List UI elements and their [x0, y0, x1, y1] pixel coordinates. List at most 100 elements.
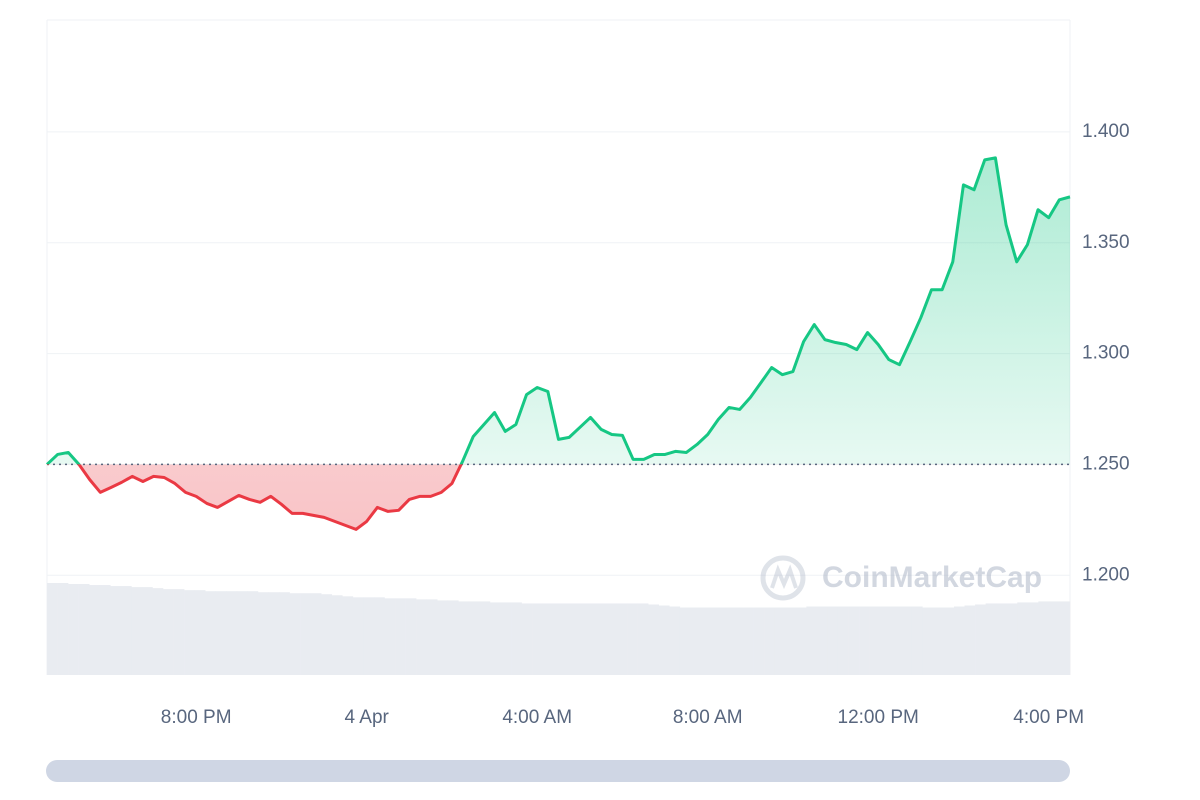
volume-bar [447, 600, 459, 675]
volume-bar [953, 606, 965, 675]
x-tick-label: 8:00 PM [161, 707, 232, 728]
volume-bar [173, 589, 185, 675]
volume-bar [616, 603, 628, 675]
volume-bar [141, 587, 153, 675]
volume-bar [268, 592, 280, 675]
volume-bar [437, 600, 449, 675]
volume-bar [78, 584, 90, 675]
volume-bar [690, 607, 702, 675]
volume-bar [584, 603, 596, 675]
volume-bar [869, 606, 881, 675]
volume-bar [489, 602, 501, 675]
volume-bar [363, 597, 375, 675]
volume-bars [47, 583, 1071, 675]
volume-bar [247, 591, 259, 675]
volume-bar [669, 606, 681, 675]
volume-bar [880, 606, 892, 675]
volume-bar [732, 607, 744, 675]
volume-bar [458, 601, 470, 675]
volume-bar [806, 606, 818, 675]
volume-bar [194, 590, 206, 675]
watermark: CoinMarketCap [822, 561, 1042, 594]
volume-bar [985, 603, 997, 675]
volume-bar [627, 603, 638, 675]
volume-bar [964, 605, 976, 675]
volume-bar [679, 607, 691, 675]
volume-bar [785, 607, 797, 675]
volume-bar [595, 603, 607, 675]
volume-bar [711, 607, 723, 675]
volume-bar [1027, 602, 1039, 675]
volume-bar [384, 598, 396, 675]
y-tick-label: 1.200 [1082, 564, 1130, 585]
volume-bar [816, 606, 828, 675]
volume-bar [226, 591, 238, 675]
volume-bar [479, 601, 491, 675]
volume-bar [395, 598, 406, 675]
volume-bar [1038, 601, 1050, 675]
volume-bar [996, 603, 1008, 675]
volume-bar [721, 607, 733, 675]
volume-bar [542, 603, 554, 675]
volume-bar [342, 596, 354, 675]
volume-bar [321, 594, 333, 675]
volume-bar [120, 586, 132, 675]
volume-bar [110, 586, 122, 675]
x-tick-label: 4 Apr [345, 707, 390, 728]
volume-bar [743, 607, 754, 675]
x-tick-label: 4:00 AM [502, 707, 572, 728]
scrollbar[interactable] [46, 760, 1070, 782]
volume-bar [922, 607, 934, 675]
volume-bar [890, 606, 902, 675]
volume-bar [163, 589, 174, 675]
volume-bar [700, 607, 712, 675]
volume-bar [574, 603, 586, 675]
area-up [47, 157, 1070, 465]
volume-bar [658, 605, 670, 675]
y-tick-label: 1.250 [1082, 453, 1130, 474]
volume-bar [764, 607, 776, 675]
volume-bar [184, 590, 195, 675]
y-tick-label: 1.350 [1082, 232, 1130, 253]
volume-bar [1059, 601, 1071, 675]
volume-bar [563, 603, 575, 675]
x-tick-label: 8:00 AM [673, 707, 743, 728]
volume-bar [975, 604, 986, 675]
volume-bar [205, 591, 217, 675]
volume-bar [795, 607, 807, 675]
volume-bar [57, 583, 69, 675]
volume-bar [901, 606, 913, 675]
x-tick-label: 12:00 PM [838, 707, 919, 728]
volume-bar [521, 603, 533, 675]
volume-bar [152, 588, 164, 675]
volume-bar [300, 593, 311, 675]
volume-bar [236, 591, 248, 675]
watermark-logo [760, 555, 806, 601]
volume-bar [859, 606, 870, 675]
volume-bar [352, 597, 364, 675]
volume-bar [279, 592, 290, 675]
volume-bar [911, 606, 923, 675]
volume-bar [932, 607, 944, 675]
volume-bar [605, 603, 617, 675]
volume-bar [416, 599, 427, 675]
volume-bar [257, 592, 269, 675]
volume-bar [89, 585, 101, 675]
y-tick-label: 1.300 [1082, 343, 1130, 364]
volume-bar [837, 606, 849, 675]
volume-bar [68, 584, 79, 675]
volume-bar [511, 602, 522, 675]
volume-bar [553, 603, 565, 675]
volume-bar [943, 607, 955, 675]
volume-bar [468, 601, 480, 675]
volume-bar [1048, 601, 1060, 675]
volume-bar [47, 583, 58, 675]
volume-bar [648, 604, 659, 675]
volume-bar [753, 607, 765, 675]
y-tick-label: 1.400 [1082, 121, 1130, 142]
volume-bar [331, 595, 343, 675]
volume-bar [405, 598, 417, 675]
volume-bar [848, 606, 860, 675]
volume-bar [637, 603, 649, 675]
